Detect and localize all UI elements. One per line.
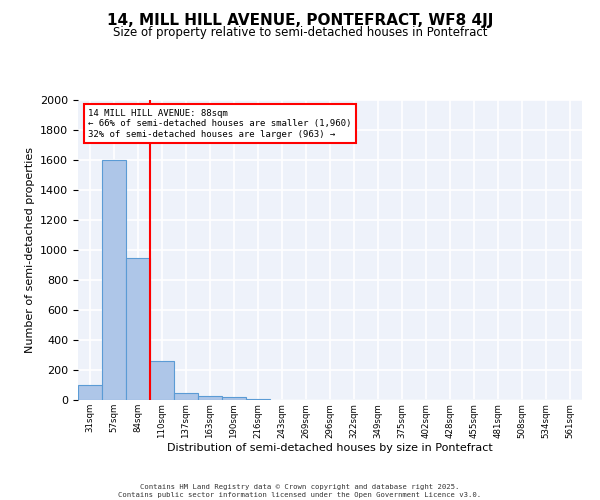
Bar [150, 361, 174, 400]
Bar [222, 397, 246, 400]
Text: Contains HM Land Registry data © Crown copyright and database right 2025.
Contai: Contains HM Land Registry data © Crown c… [118, 484, 482, 498]
Bar [198, 396, 222, 400]
Bar [102, 160, 126, 400]
Bar [174, 392, 198, 400]
Y-axis label: Number of semi-detached properties: Number of semi-detached properties [25, 147, 35, 353]
Text: 14, MILL HILL AVENUE, PONTEFRACT, WF8 4JJ: 14, MILL HILL AVENUE, PONTEFRACT, WF8 4J… [107, 12, 493, 28]
Text: 14 MILL HILL AVENUE: 88sqm
← 66% of semi-detached houses are smaller (1,960)
32%: 14 MILL HILL AVENUE: 88sqm ← 66% of semi… [88, 109, 352, 139]
Text: Size of property relative to semi-detached houses in Pontefract: Size of property relative to semi-detach… [113, 26, 487, 39]
Bar [78, 385, 102, 400]
X-axis label: Distribution of semi-detached houses by size in Pontefract: Distribution of semi-detached houses by … [167, 443, 493, 453]
Bar [246, 399, 270, 400]
Bar [126, 258, 150, 400]
